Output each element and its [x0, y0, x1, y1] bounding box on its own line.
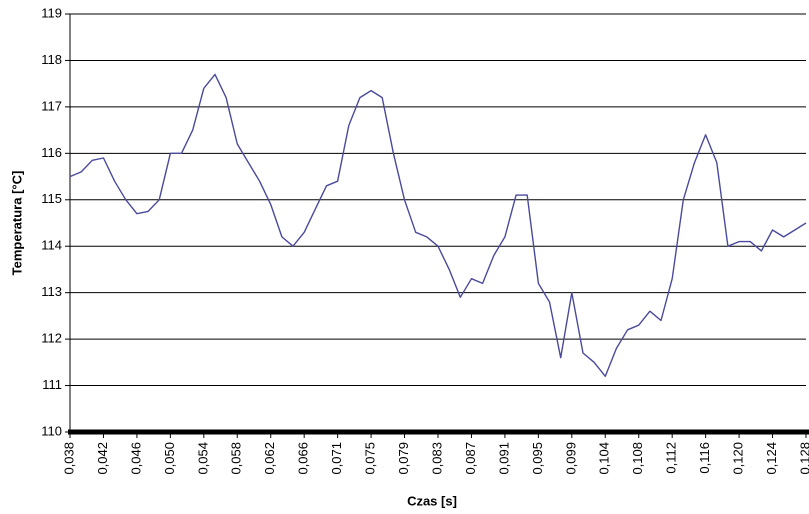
x-tick-label: 0,042: [95, 442, 110, 475]
x-tick-label: 0,116: [697, 442, 712, 474]
data-line: [69, 73, 807, 377]
x-tick-label: 0,108: [630, 442, 645, 475]
x-tick-label: 0,062: [262, 442, 277, 475]
x-tick-label: 0,091: [496, 442, 511, 475]
y-tick-label: 112: [41, 331, 62, 346]
x-axis-title: Czas [s]: [407, 493, 457, 508]
y-axis-title: Temperatura [°C]: [9, 171, 24, 276]
x-tick-label: 0,066: [296, 442, 311, 475]
y-tick-label: 115: [41, 191, 62, 206]
x-tick-label: 0,050: [162, 442, 177, 475]
x-tick-label: 0,120: [731, 442, 746, 475]
x-tick-label: 0,079: [396, 442, 411, 475]
y-tick-label: 113: [41, 284, 62, 299]
x-tick-label: 0,104: [597, 442, 612, 475]
x-tick-label: 0,054: [195, 442, 210, 475]
x-tick-label: 0,095: [530, 442, 545, 475]
y-tick-label: 117: [41, 98, 62, 113]
y-tick-label: 111: [42, 377, 62, 392]
x-tick-label: 0,112: [664, 442, 679, 474]
x-tick-label: 0,124: [764, 442, 779, 475]
x-tick-label: 0,058: [229, 442, 244, 475]
x-tick-label: 0,083: [429, 442, 444, 475]
y-tick-label: 116: [41, 145, 62, 160]
x-tick-label: 0,087: [463, 442, 478, 475]
x-tick-label: 0,099: [563, 442, 578, 475]
x-tick-label: 0,075: [363, 442, 378, 475]
x-tick-label: 0,038: [61, 442, 76, 475]
x-tick-label: 0,046: [128, 442, 143, 475]
x-tick-label: 0,071: [329, 442, 344, 475]
y-tick-label: 119: [41, 5, 62, 20]
y-tick-label: 118: [41, 52, 62, 67]
y-tick-label: 110: [41, 423, 62, 438]
x-tick-label: 0,128: [797, 442, 809, 475]
y-tick-label: 114: [41, 238, 62, 253]
